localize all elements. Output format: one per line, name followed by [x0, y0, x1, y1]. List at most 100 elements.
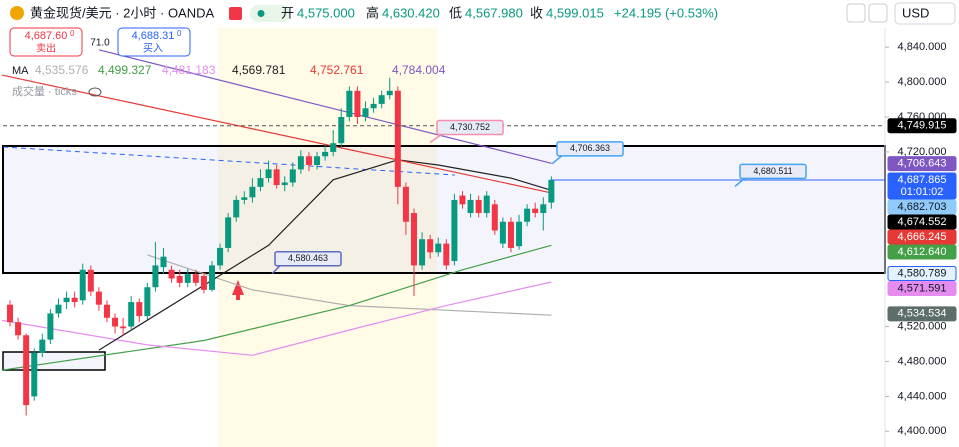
- candle-body: [411, 213, 417, 266]
- buy-label[interactable]: 买入: [143, 43, 163, 55]
- candle-body: [136, 302, 143, 317]
- candle-body: [516, 221, 523, 247]
- ma-line: [147, 254, 552, 316]
- candle-body: [402, 186, 409, 222]
- candle-body: [378, 95, 385, 104]
- candle-body: [499, 221, 506, 244]
- flag-icon[interactable]: [229, 7, 242, 20]
- candle-body: [443, 243, 450, 266]
- y-tick-label: 4,400.000: [898, 425, 947, 437]
- logo: [10, 6, 24, 20]
- y-tick-label: 4,840.000: [898, 41, 947, 53]
- callout-label: 4,680.511: [753, 166, 792, 176]
- price-label-box: [887, 306, 957, 322]
- candle-body: [459, 195, 466, 205]
- callout-label: 4,706.363: [570, 143, 610, 153]
- price-label-box: [887, 199, 957, 215]
- candle-body: [427, 239, 434, 253]
- candle-body: [71, 297, 78, 303]
- download-button[interactable]: [846, 3, 866, 23]
- ma-line: [98, 49, 552, 164]
- price-label: 4,571.591: [898, 282, 947, 294]
- countdown: 01:01:02: [901, 186, 944, 198]
- candle-body: [120, 326, 127, 329]
- price-label-box: [887, 118, 957, 134]
- candle-body: [144, 287, 151, 317]
- visibility-icon[interactable]: [88, 87, 102, 97]
- sell-sup[interactable]: 0: [70, 29, 75, 38]
- candle-body: [209, 265, 215, 290]
- status-toggle[interactable]: [250, 5, 290, 22]
- candle-body: [524, 208, 531, 222]
- candle-body: [55, 304, 62, 314]
- candle-body: [23, 335, 30, 406]
- candle-body: [233, 199, 240, 218]
- callout-box: [436, 119, 504, 136]
- ohlc-value: 4,599.015: [546, 5, 604, 20]
- ma-legend-value: 4,784.004: [392, 63, 446, 77]
- candle-body: [47, 313, 54, 340]
- buy-sup[interactable]: 0: [177, 29, 182, 38]
- candle-body: [354, 90, 361, 117]
- ohlc-value: 4,630.420: [382, 5, 440, 20]
- currency-select[interactable]: [894, 2, 956, 25]
- price-label: 4,666.245: [898, 231, 947, 243]
- price-label: 4,534.534: [898, 308, 947, 320]
- candle-body: [475, 199, 482, 214]
- ma-legend-value: 4,569.781: [232, 63, 286, 77]
- candle-body: [362, 108, 369, 117]
- candle-body: [419, 239, 426, 266]
- candle-body: [112, 317, 119, 327]
- price-label: 4,682.703: [898, 201, 947, 213]
- ma-legend-value: 4,499.327: [98, 63, 152, 77]
- candle-body: [330, 143, 337, 152]
- price-label-box: [887, 229, 957, 245]
- price-label: 4,706.643: [898, 157, 947, 169]
- candle-body: [540, 204, 547, 214]
- sell-button[interactable]: [9, 27, 83, 57]
- candle-body: [314, 156, 321, 166]
- candle-body: [241, 197, 248, 200]
- candle-body: [249, 186, 256, 198]
- candle-body: [160, 256, 167, 268]
- candle-body: [297, 156, 304, 170]
- candle-body: [15, 322, 22, 336]
- buy-button[interactable]: [117, 27, 191, 57]
- candle-body: [394, 90, 401, 187]
- ohlc-key: 高: [366, 5, 379, 20]
- candle-body: [79, 269, 86, 301]
- ohlc-value: 4,567.980: [465, 5, 523, 20]
- status-dot: [257, 10, 265, 17]
- price-label: 4,687.865: [898, 174, 947, 186]
- buy-price[interactable]: 4,688.31: [132, 30, 175, 42]
- currency[interactable]: USD: [902, 5, 929, 20]
- sell-price[interactable]: 4,687.60: [25, 30, 68, 42]
- ma-legend-value: 4,481.183: [162, 63, 216, 77]
- price-label: 4,674.552: [898, 216, 947, 228]
- candle-body: [95, 291, 102, 305]
- top-bar: [0, 0, 959, 28]
- y-tick-label: 4,800.000: [898, 76, 947, 88]
- candle-body: [192, 274, 199, 283]
- price-label-box: [887, 156, 957, 172]
- candle-body: [491, 204, 498, 231]
- candle-body: [435, 243, 442, 253]
- candle-body: [103, 304, 110, 318]
- spread: 71.0: [90, 38, 110, 49]
- up-arrow: [232, 280, 244, 300]
- ohlc-key: 开: [281, 5, 294, 20]
- candle-body: [386, 90, 393, 96]
- change: +24.195 (+0.53%): [614, 5, 718, 20]
- y-tick-label: 4,520.000: [898, 320, 947, 332]
- refresh-button[interactable]: [868, 3, 888, 23]
- candle-body: [7, 304, 13, 323]
- candle-body: [370, 103, 377, 109]
- price-label-box: [887, 280, 957, 296]
- y-tick-label: 4,480.000: [898, 355, 947, 367]
- price-label-box: [887, 172, 957, 200]
- sell-label[interactable]: 卖出: [36, 42, 56, 55]
- price-label-box: [887, 214, 957, 230]
- candle-body: [265, 169, 272, 179]
- ohlc-value: 4,575.000: [297, 5, 355, 20]
